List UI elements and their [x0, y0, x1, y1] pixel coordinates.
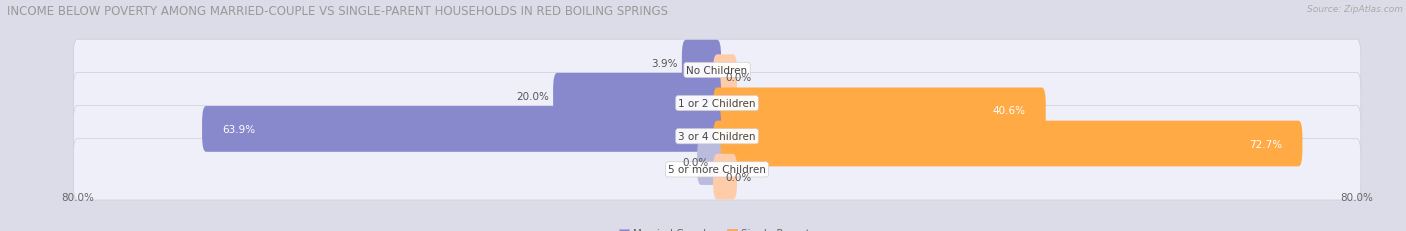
FancyBboxPatch shape — [713, 121, 1302, 167]
Text: Source: ZipAtlas.com: Source: ZipAtlas.com — [1308, 5, 1403, 14]
Text: 0.0%: 0.0% — [683, 157, 709, 167]
FancyBboxPatch shape — [713, 55, 737, 101]
Text: 0.0%: 0.0% — [725, 172, 751, 182]
FancyBboxPatch shape — [682, 41, 721, 86]
Text: INCOME BELOW POVERTY AMONG MARRIED-COUPLE VS SINGLE-PARENT HOUSEHOLDS IN RED BOI: INCOME BELOW POVERTY AMONG MARRIED-COUPL… — [7, 5, 668, 18]
FancyBboxPatch shape — [73, 40, 1361, 101]
FancyBboxPatch shape — [553, 74, 721, 119]
Text: No Children: No Children — [686, 66, 748, 76]
Text: 72.7%: 72.7% — [1250, 139, 1282, 149]
Text: 20.0%: 20.0% — [516, 91, 550, 101]
FancyBboxPatch shape — [202, 106, 721, 152]
Text: 0.0%: 0.0% — [725, 73, 751, 83]
FancyBboxPatch shape — [73, 73, 1361, 134]
Legend: Married Couples, Single Parents: Married Couples, Single Parents — [614, 224, 820, 231]
FancyBboxPatch shape — [73, 106, 1361, 167]
Text: 3.9%: 3.9% — [651, 58, 678, 68]
FancyBboxPatch shape — [697, 140, 721, 185]
FancyBboxPatch shape — [713, 154, 737, 200]
Text: 40.6%: 40.6% — [993, 106, 1026, 116]
Text: 1 or 2 Children: 1 or 2 Children — [678, 99, 756, 109]
FancyBboxPatch shape — [73, 139, 1361, 200]
FancyBboxPatch shape — [713, 88, 1046, 134]
Text: 5 or more Children: 5 or more Children — [668, 165, 766, 175]
Text: 3 or 4 Children: 3 or 4 Children — [678, 132, 756, 142]
Text: 63.9%: 63.9% — [222, 124, 256, 134]
